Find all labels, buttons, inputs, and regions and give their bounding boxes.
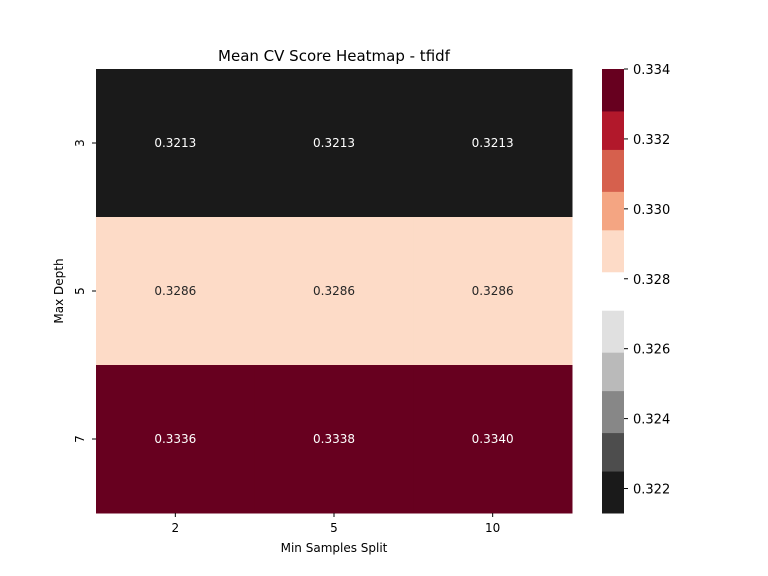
cell-value-label: 0.3213 (154, 136, 196, 150)
cell-value-label: 0.3286 (154, 284, 196, 298)
chart-title: Mean CV Score Heatmap - tfidf (218, 47, 451, 65)
heatmap-cell (96, 217, 256, 366)
colorbar-segment (602, 229, 624, 273)
colorbar-segment (602, 69, 624, 112)
colorbar-tick-label: 0.332 (633, 133, 670, 148)
colorbar-segment (602, 471, 624, 514)
x-tick-label: 2 (172, 521, 180, 535)
heatmap-cells: 0.3213 0.3213 0.3213 0.3286 0.3286 0.3286 0.33… (96, 69, 573, 514)
colorbar-segment (602, 149, 624, 192)
heatmap-cell (96, 69, 256, 218)
cell-value-label: 0.3213 (472, 136, 514, 150)
cell-value-label: 0.3286 (313, 284, 355, 298)
cell-value-label: 0.3338 (313, 432, 355, 446)
colorbar-tick-label: 0.330 (633, 203, 670, 218)
y-axis-label: Max Depth (52, 258, 66, 323)
heatmap-cell (96, 365, 256, 514)
colorbar-segment (602, 310, 624, 353)
y-axis-ticks: 3 5 7 (73, 139, 96, 443)
heatmap-cell (254, 217, 414, 366)
colorbar-segment (602, 432, 624, 472)
cell-value-label: 0.3213 (313, 136, 355, 150)
colorbar-segment (602, 390, 624, 434)
x-tick-label: 10 (485, 521, 500, 535)
heatmap-cell (413, 69, 573, 218)
colorbar-tick-label: 0.326 (633, 343, 670, 358)
cell-value-label: 0.3336 (154, 432, 196, 446)
x-tick-label: 5 (330, 521, 338, 535)
heatmap-cell (413, 217, 573, 366)
heatmap-cell (254, 365, 414, 514)
colorbar-tick-label: 0.322 (633, 483, 670, 498)
x-axis-label: Min Samples Split (281, 541, 388, 555)
colorbar: 0.322 0.324 0.326 0.328 0.330 0.332 0.334 (602, 63, 670, 514)
y-tick-label: 3 (73, 139, 87, 147)
colorbar-segment (602, 191, 624, 231)
cell-value-label: 0.3340 (472, 432, 514, 446)
colorbar-segment (602, 110, 624, 150)
colorbar-segment (602, 271, 624, 311)
colorbar-tick-label: 0.334 (633, 63, 670, 78)
y-tick-label: 7 (73, 435, 87, 443)
heatmap-cell (254, 69, 414, 218)
colorbar-segment (602, 352, 624, 392)
cell-value-label: 0.3286 (472, 284, 514, 298)
y-tick-label: 5 (73, 287, 87, 295)
colorbar-tick-label: 0.324 (633, 413, 670, 428)
colorbar-tick-label: 0.328 (633, 273, 670, 288)
heatmap-cell (413, 365, 573, 514)
x-axis-ticks: 2 5 10 (172, 513, 500, 535)
